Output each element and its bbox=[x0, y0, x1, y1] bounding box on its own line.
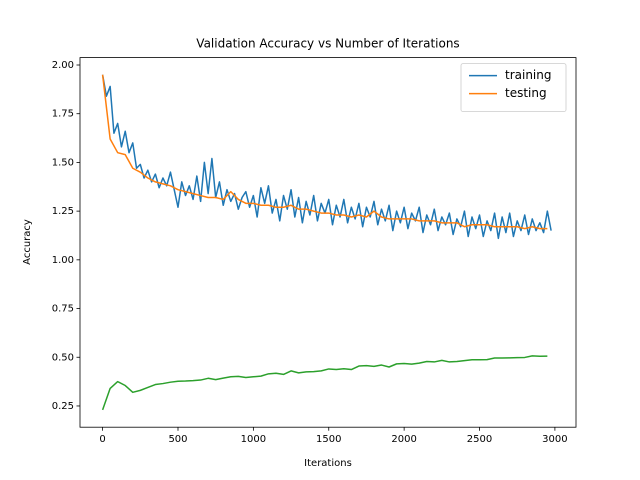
x-tick-label: 3000 bbox=[542, 434, 567, 445]
y-tick-label: 0.25 bbox=[52, 401, 74, 412]
x-tick-label: 2500 bbox=[467, 434, 492, 445]
data-line bbox=[101, 74, 552, 240]
y-tick-label: 1.00 bbox=[52, 255, 74, 266]
y-tick-label: 0.75 bbox=[52, 304, 74, 315]
legend-label: testing bbox=[505, 86, 547, 100]
y-tick-label: 1.25 bbox=[52, 206, 74, 217]
y-tick-label: 1.75 bbox=[52, 109, 74, 120]
x-tick-label: 500 bbox=[168, 434, 187, 445]
plot-frame bbox=[79, 57, 577, 428]
x-tick-label: 1000 bbox=[241, 434, 266, 445]
data-line bbox=[101, 74, 548, 230]
y-tick-label: 0.50 bbox=[52, 352, 74, 363]
legend-label: training bbox=[505, 68, 552, 82]
data-line bbox=[101, 355, 548, 411]
y-axis-label: Accuracy bbox=[22, 219, 33, 265]
y-tick-label: 1.50 bbox=[52, 157, 74, 168]
y-tick-label: 2.00 bbox=[52, 60, 74, 71]
x-tick-label: 0 bbox=[99, 434, 105, 445]
x-tick-label: 1500 bbox=[316, 434, 341, 445]
chart-title: Validation Accuracy vs Number of Iterati… bbox=[196, 37, 459, 51]
x-axis-label: Iterations bbox=[304, 458, 352, 469]
x-tick-label: 2000 bbox=[391, 434, 416, 445]
